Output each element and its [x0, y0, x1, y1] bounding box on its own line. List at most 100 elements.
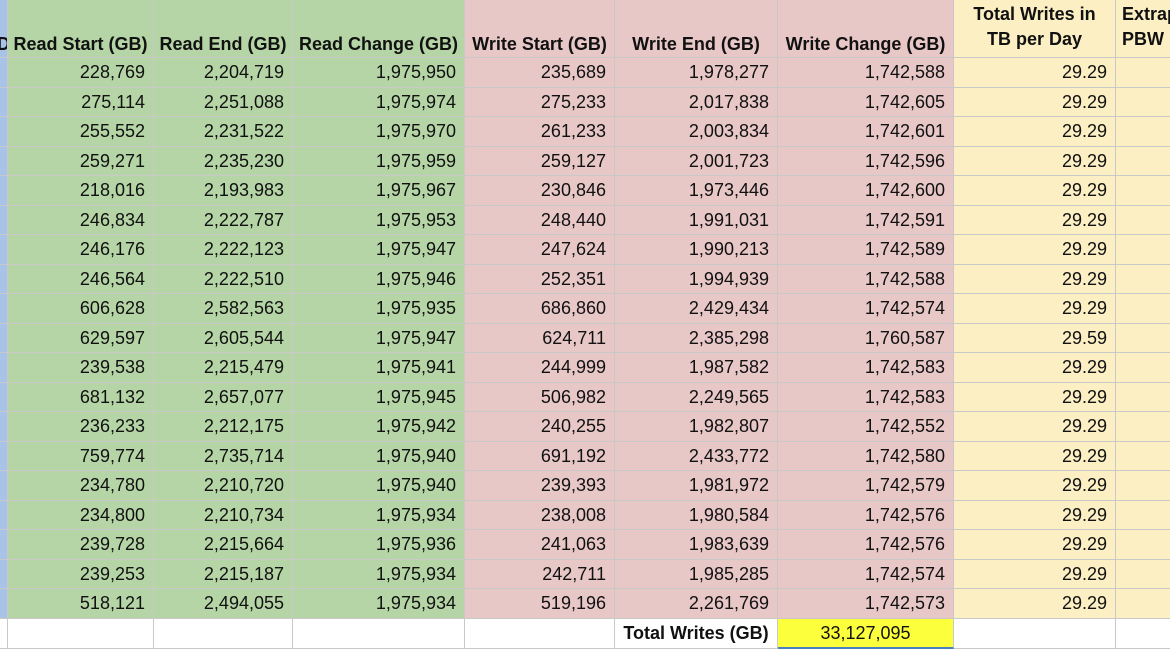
cell-read-start[interactable]: 228,769: [8, 58, 154, 88]
cell-tb-per-day[interactable]: 29.29: [954, 382, 1116, 412]
cell-read-change[interactable]: 1,975,967: [293, 176, 465, 206]
cell-read-change[interactable]: 1,975,947: [293, 323, 465, 353]
cell-write-start[interactable]: 506,982: [465, 382, 615, 412]
cell-col0[interactable]: [0, 412, 8, 442]
header-extrap-pbw[interactable]: Extrap PBW: [1116, 0, 1170, 58]
cell-write-end[interactable]: 2,001,723: [615, 146, 778, 176]
cell-read-change[interactable]: 1,975,959: [293, 146, 465, 176]
cell-read-start[interactable]: 239,253: [8, 559, 154, 589]
cell-write-change[interactable]: 1,742,576: [778, 530, 954, 560]
cell-write-end[interactable]: 2,385,298: [615, 323, 778, 353]
cell-write-change[interactable]: 1,742,574: [778, 559, 954, 589]
cell-write-start[interactable]: 248,440: [465, 205, 615, 235]
cell-extrap-pbw[interactable]: [1116, 176, 1170, 206]
cell-read-change[interactable]: 1,975,946: [293, 264, 465, 294]
cell-read-change[interactable]: 1,975,950: [293, 58, 465, 88]
totals-cell-tb-per-day[interactable]: [954, 618, 1116, 649]
cell-write-change[interactable]: 1,742,588: [778, 58, 954, 88]
cell-write-end[interactable]: 1,982,807: [615, 412, 778, 442]
cell-write-end[interactable]: 1,983,639: [615, 530, 778, 560]
header-write-start[interactable]: Write Start (GB): [465, 0, 615, 58]
cell-write-change[interactable]: 1,742,583: [778, 382, 954, 412]
cell-write-end[interactable]: 2,249,565: [615, 382, 778, 412]
cell-write-end[interactable]: 2,003,834: [615, 117, 778, 147]
cell-col0[interactable]: [0, 294, 8, 324]
cell-col0[interactable]: [0, 589, 8, 619]
cell-write-start[interactable]: 252,351: [465, 264, 615, 294]
cell-extrap-pbw[interactable]: [1116, 559, 1170, 589]
cell-write-change[interactable]: 1,742,574: [778, 294, 954, 324]
cell-read-end[interactable]: 2,735,714: [154, 441, 293, 471]
cell-read-end[interactable]: 2,215,479: [154, 353, 293, 383]
cell-read-start[interactable]: 255,552: [8, 117, 154, 147]
cell-write-end[interactable]: 1,987,582: [615, 353, 778, 383]
cell-write-start[interactable]: 261,233: [465, 117, 615, 147]
cell-extrap-pbw[interactable]: [1116, 294, 1170, 324]
cell-read-start[interactable]: 629,597: [8, 323, 154, 353]
total-writes-value[interactable]: 33,127,095: [778, 618, 954, 649]
cell-write-start[interactable]: 230,846: [465, 176, 615, 206]
cell-read-end[interactable]: 2,204,719: [154, 58, 293, 88]
cell-read-change[interactable]: 1,975,947: [293, 235, 465, 265]
header-total-writes-tb-per-day[interactable]: Total Writes in TB per Day: [954, 0, 1116, 58]
cell-tb-per-day[interactable]: 29.29: [954, 559, 1116, 589]
cell-write-end[interactable]: 1,991,031: [615, 205, 778, 235]
cell-write-end[interactable]: 1,994,939: [615, 264, 778, 294]
cell-extrap-pbw[interactable]: [1116, 500, 1170, 530]
cell-write-change[interactable]: 1,742,580: [778, 441, 954, 471]
cell-tb-per-day[interactable]: 29.29: [954, 176, 1116, 206]
header-write-change[interactable]: Write Change (GB): [778, 0, 954, 58]
header-write-end[interactable]: Write End (GB): [615, 0, 778, 58]
cell-col0[interactable]: [0, 58, 8, 88]
cell-tb-per-day[interactable]: 29.29: [954, 87, 1116, 117]
cell-read-change[interactable]: 1,975,934: [293, 589, 465, 619]
cell-col0[interactable]: [0, 117, 8, 147]
cell-read-end[interactable]: 2,605,544: [154, 323, 293, 353]
cell-read-start[interactable]: 681,132: [8, 382, 154, 412]
cell-write-start[interactable]: 244,999: [465, 353, 615, 383]
cell-write-start[interactable]: 238,008: [465, 500, 615, 530]
cell-tb-per-day[interactable]: 29.29: [954, 294, 1116, 324]
cell-read-change[interactable]: 1,975,953: [293, 205, 465, 235]
totals-cell-col0[interactable]: [0, 618, 8, 649]
cell-read-end[interactable]: 2,215,187: [154, 559, 293, 589]
cell-read-start[interactable]: 246,176: [8, 235, 154, 265]
cell-read-end[interactable]: 2,582,563: [154, 294, 293, 324]
cell-write-change[interactable]: 1,742,579: [778, 471, 954, 501]
cell-write-start[interactable]: 691,192: [465, 441, 615, 471]
cell-read-end[interactable]: 2,210,720: [154, 471, 293, 501]
cell-read-start[interactable]: 239,728: [8, 530, 154, 560]
cell-write-end[interactable]: 2,017,838: [615, 87, 778, 117]
cell-read-change[interactable]: 1,975,934: [293, 500, 465, 530]
cell-tb-per-day[interactable]: 29.29: [954, 146, 1116, 176]
totals-cell-write-start[interactable]: [465, 618, 615, 649]
cell-write-start[interactable]: 240,255: [465, 412, 615, 442]
totals-cell-read-end[interactable]: [154, 618, 293, 649]
cell-write-start[interactable]: 241,063: [465, 530, 615, 560]
cell-col0[interactable]: [0, 353, 8, 383]
cell-col0[interactable]: [0, 205, 8, 235]
cell-tb-per-day[interactable]: 29.29: [954, 471, 1116, 501]
cell-read-end[interactable]: 2,193,983: [154, 176, 293, 206]
cell-write-start[interactable]: 624,711: [465, 323, 615, 353]
cell-write-change[interactable]: 1,742,573: [778, 589, 954, 619]
cell-write-end[interactable]: 1,980,584: [615, 500, 778, 530]
cell-extrap-pbw[interactable]: [1116, 471, 1170, 501]
cell-write-end[interactable]: 1,985,285: [615, 559, 778, 589]
cell-write-end[interactable]: 2,429,434: [615, 294, 778, 324]
cell-read-start[interactable]: 234,800: [8, 500, 154, 530]
cell-read-start[interactable]: 239,538: [8, 353, 154, 383]
cell-read-change[interactable]: 1,975,974: [293, 87, 465, 117]
cell-read-end[interactable]: 2,494,055: [154, 589, 293, 619]
cell-write-start[interactable]: 242,711: [465, 559, 615, 589]
cell-read-change[interactable]: 1,975,936: [293, 530, 465, 560]
cell-write-end[interactable]: 1,981,972: [615, 471, 778, 501]
cell-col0[interactable]: [0, 176, 8, 206]
cell-write-change[interactable]: 1,742,552: [778, 412, 954, 442]
cell-col0[interactable]: [0, 323, 8, 353]
cell-extrap-pbw[interactable]: [1116, 441, 1170, 471]
cell-read-end[interactable]: 2,215,664: [154, 530, 293, 560]
cell-write-change[interactable]: 1,742,589: [778, 235, 954, 265]
cell-write-end[interactable]: 1,973,446: [615, 176, 778, 206]
cell-read-change[interactable]: 1,975,941: [293, 353, 465, 383]
